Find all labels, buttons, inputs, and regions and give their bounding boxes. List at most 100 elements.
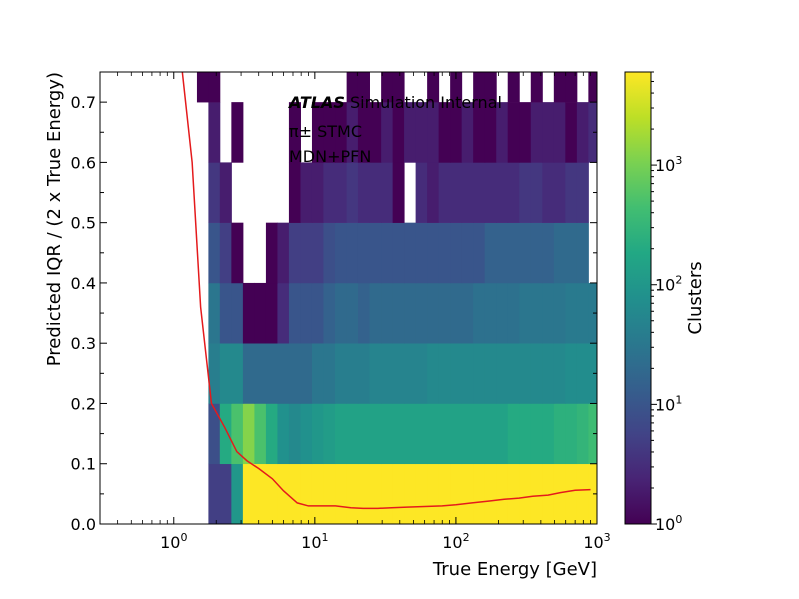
heatmap-cell: [392, 343, 405, 404]
heatmap-cell: [588, 463, 597, 524]
heatmap-cell: [219, 463, 232, 524]
svg-text:ATLAS Simulation Internal: ATLAS Simulation Internal: [287, 93, 502, 112]
heatmap-cell: [415, 403, 428, 465]
y-tick-label: 0.0: [71, 515, 96, 534]
colorbar-tick-label: 101: [655, 393, 682, 414]
heatmap-cell: [357, 222, 370, 284]
heatmap-cell: [530, 102, 543, 163]
heatmap-cell: [473, 102, 486, 163]
heatmap-cell: [530, 343, 543, 404]
heatmap-cell: [553, 282, 566, 344]
heatmap-cell: [415, 463, 428, 524]
heatmap-cell: [450, 343, 463, 404]
heatmap-cell: [346, 343, 359, 404]
heatmap-cell: [553, 403, 566, 465]
x-tick-label: 103: [583, 531, 610, 552]
heatmap-cell: [496, 162, 509, 223]
heatmap-cell: [357, 102, 370, 163]
heatmap-cell: [507, 343, 520, 404]
heatmap-cell: [496, 463, 509, 524]
heatmap-cell: [288, 282, 301, 344]
heatmap-cell: [288, 343, 301, 404]
heatmap-cell: [588, 403, 597, 465]
heatmap-cell: [588, 282, 597, 344]
heatmap-cell: [415, 343, 428, 404]
y-tick-label: 0.1: [71, 455, 96, 474]
heatmap-cell: [369, 403, 382, 465]
y-tick-label: 0.2: [71, 394, 96, 413]
heatmap-cell: [288, 162, 301, 223]
heatmap-cell: [438, 463, 451, 524]
heatmap-cell: [427, 343, 440, 404]
heatmap-cell: [346, 72, 359, 103]
y-tick-label: 0.5: [71, 214, 96, 233]
heatmap-cell: [208, 162, 221, 223]
heatmap-cell: [415, 222, 428, 284]
heatmap-cell: [219, 222, 232, 284]
heatmap-cell: [311, 343, 324, 404]
heatmap-cell: [427, 72, 440, 103]
heatmap-cell: [381, 102, 394, 163]
heatmap-cell: [530, 162, 543, 223]
heatmap-cell: [576, 102, 589, 163]
heatmap-cell: [346, 463, 359, 524]
heatmap-cell: [231, 282, 244, 344]
heatmap-cell: [473, 282, 486, 344]
heatmap-cell: [519, 463, 532, 524]
heatmap-cell: [484, 222, 497, 284]
heatmap-cell: [438, 222, 451, 284]
y-tick-label: 0.4: [71, 274, 96, 293]
heatmap-cell: [553, 343, 566, 404]
heatmap-cell: [323, 403, 336, 465]
heatmap-cell: [484, 102, 497, 163]
heatmap-cell: [496, 102, 509, 163]
heatmap-cell: [415, 102, 428, 163]
median-curve-layer: [181, 72, 591, 510]
heatmap-cell: [484, 282, 497, 344]
heatmap-cell: [427, 403, 440, 465]
heatmap-cell: [565, 102, 578, 163]
heatmap-cell: [588, 102, 597, 163]
heatmap-cell: [427, 282, 440, 344]
heatmap-cell: [335, 403, 348, 465]
heatmap-cell: [277, 222, 290, 284]
heatmap-cell: [392, 222, 405, 284]
heatmap-cell: [530, 282, 543, 344]
heatmap-cell: [231, 222, 244, 284]
heatmap-cell: [369, 162, 382, 223]
heatmap-cell: [231, 102, 244, 163]
heatmap-cell: [484, 72, 497, 103]
heatmap-cell: [323, 162, 336, 223]
heatmap-cell: [231, 343, 244, 404]
heatmap-cell: [311, 403, 324, 465]
heatmap-cell: [254, 343, 267, 404]
heatmap-cell: [530, 72, 543, 103]
heatmap-cell: [231, 463, 244, 524]
heatmap-cell: [277, 463, 290, 524]
heatmap-cell: [565, 343, 578, 404]
heatmap-cell: [311, 162, 324, 223]
heatmap-cell: [242, 282, 255, 344]
heatmap-cell: [427, 162, 440, 223]
heatmap-cell: [507, 72, 520, 103]
heatmap-cell: [346, 162, 359, 223]
heatmap-cell: [288, 463, 301, 524]
heatmap-cell: [496, 403, 509, 465]
series-line: [181, 72, 591, 510]
heatmap-cell: [484, 162, 497, 223]
heatmap-cell: [553, 162, 566, 223]
heatmap-cell: [242, 403, 255, 465]
heatmap-cell: [277, 282, 290, 344]
heatmap-cell: [196, 72, 209, 103]
heatmap-cell: [311, 222, 324, 284]
heatmap-cell: [519, 343, 532, 404]
heatmap-cell: [576, 222, 589, 284]
heatmap-cell: [542, 343, 555, 404]
heatmap-cell: [519, 162, 532, 223]
heatmap-cell: [438, 282, 451, 344]
y-tick-label: 0.3: [71, 334, 96, 353]
heatmap-cell: [461, 403, 474, 465]
heatmap-cell: [300, 463, 313, 524]
heatmap-cell: [576, 343, 589, 404]
